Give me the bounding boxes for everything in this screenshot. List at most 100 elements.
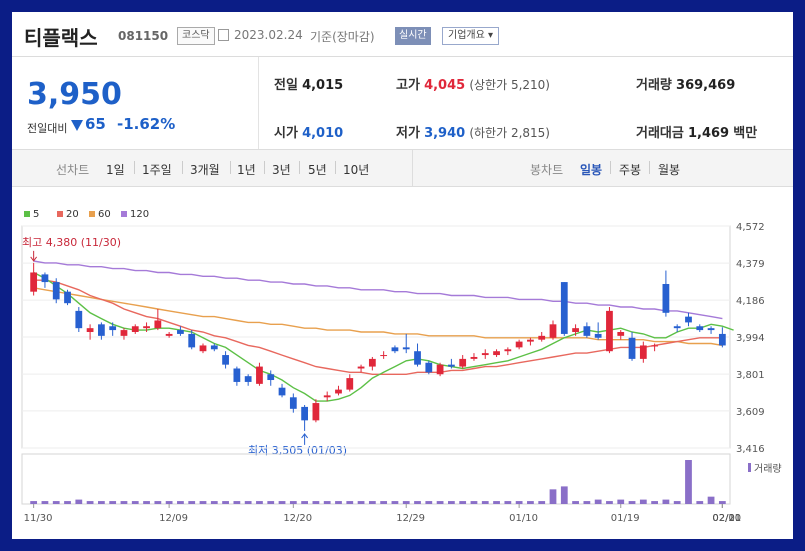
x-tick-label: 12/29: [396, 513, 425, 524]
x-tick-label: 12/20: [283, 513, 312, 524]
stock-widget: 티플랙스 081150 코스닥 2023.02.24 기준(장마감) 실시간 기…: [12, 12, 793, 539]
stock-name[interactable]: 티플랙스: [24, 26, 98, 50]
tab-1d[interactable]: 1일: [106, 163, 125, 177]
volume-bar: [425, 501, 433, 504]
volume-bar: [527, 501, 534, 504]
tab-10y[interactable]: 10년: [343, 163, 370, 177]
volume-bar: [617, 499, 625, 504]
volume-bar: [357, 501, 365, 504]
candle-body: [572, 328, 579, 333]
stock-code: 081150: [118, 29, 169, 43]
candle-body: [662, 283, 670, 313]
candle-body: [515, 341, 523, 348]
candle-body: [414, 351, 421, 365]
candle-body: [606, 310, 613, 352]
candle-body: [131, 326, 139, 333]
volume-bar: [391, 501, 399, 504]
candle-body: [289, 397, 297, 409]
tab-daily[interactable]: 일봉: [580, 163, 603, 177]
ma-line-ma5: [33, 271, 734, 402]
y-tick-label: 4,379: [736, 259, 765, 270]
candle-body: [98, 324, 105, 336]
prev-close-value: 4,015: [302, 78, 344, 93]
volume-bar: [86, 501, 94, 504]
volume-bar: [154, 501, 162, 504]
candle-body: [651, 345, 658, 347]
amount-label: 거래대금: [636, 126, 684, 141]
company-overview-dropdown[interactable]: 기업개요 ▾: [442, 27, 500, 45]
tab-1w[interactable]: 1주일: [142, 163, 172, 177]
x-tick-label: 01/10: [509, 513, 538, 524]
volume-bar: [233, 501, 241, 504]
tab-weekly[interactable]: 주봉: [619, 163, 642, 177]
x-tick-label: 02/21: [712, 513, 741, 524]
chart-tabs: 선차트 1일 1주일 3개월 1년 3년 5년 10년 봉차트 일봉 주봉 월봉: [12, 149, 793, 187]
open-label: 시가: [274, 126, 298, 141]
y-tick-label: 3,801: [736, 370, 765, 381]
candle-body: [312, 403, 320, 421]
candle-body: [75, 310, 83, 329]
volume-bar: [572, 501, 579, 504]
volume-bar: [210, 501, 218, 504]
open-value: 4,010: [302, 126, 344, 141]
volume-bar: [30, 501, 38, 504]
candle-body: [210, 345, 218, 350]
volume-bar: [289, 501, 297, 504]
volume-bar: [685, 460, 692, 504]
candle-body: [538, 335, 546, 340]
volume-bar: [346, 501, 354, 504]
volume-bar: [267, 501, 275, 504]
volume-bar: [651, 501, 658, 504]
tab-3m[interactable]: 3개월: [190, 163, 220, 177]
price-summary: 3,950 전일대비 65 -1.62%: [12, 57, 259, 149]
candle-body: [267, 374, 275, 381]
candle-body: [718, 333, 726, 346]
high-annotation: 최고 4,380 (11/30): [22, 236, 122, 249]
legend-ma60: 60: [89, 209, 111, 220]
ma-line-ma20: [33, 279, 723, 375]
prev-close-label: 전일: [274, 78, 298, 93]
low-arrow-head: [301, 433, 309, 439]
volume-bar: [459, 501, 467, 504]
volume-bar: [165, 501, 173, 504]
volume-bar: [199, 501, 207, 504]
candle-body: [199, 345, 207, 352]
candle-body: [233, 368, 241, 382]
y-tick-label: 4,186: [736, 296, 765, 307]
tab-1y[interactable]: 1년: [237, 163, 256, 177]
stock-header: 티플랙스 081150 코스닥 2023.02.24 기준(장마감) 실시간 기…: [12, 12, 793, 57]
tab-3y[interactable]: 3년: [272, 163, 291, 177]
volume-bar: [143, 501, 150, 504]
candle-body: [30, 272, 38, 292]
candle-body: [177, 330, 184, 334]
volume-bar: [707, 496, 715, 504]
high-value: 4,045: [424, 78, 466, 93]
x-tick-label: 01/19: [611, 513, 640, 524]
candle-body: [244, 376, 252, 382]
volume-bar: [222, 501, 229, 504]
tab-5y[interactable]: 5년: [308, 163, 327, 177]
high-arrow-head: [30, 256, 38, 262]
market-badge: 코스닥: [177, 27, 215, 45]
amount-value: 1,469: [687, 126, 730, 141]
price-change: 65: [85, 115, 106, 133]
volume-bar: [436, 501, 444, 504]
candle-body: [685, 316, 692, 323]
volume-bar: [470, 501, 478, 504]
amount-unit: 백만: [733, 126, 758, 141]
candle-body: [493, 351, 500, 356]
x-tick-label: 02/01: [712, 513, 741, 524]
volume-bar: [177, 501, 184, 504]
tab-monthly[interactable]: 월봉: [658, 163, 681, 177]
candle-body: [154, 320, 162, 329]
volume-bar: [606, 501, 613, 504]
volume-bar: [380, 501, 388, 504]
realtime-button[interactable]: 실시간: [395, 27, 431, 45]
candle-body: [165, 333, 173, 336]
candle-body: [109, 326, 117, 331]
candle-body: [335, 389, 342, 394]
candle-body: [52, 282, 60, 300]
lower-limit: (하한가 2,815): [469, 126, 550, 140]
candle-chart-label: 봉차트: [530, 163, 564, 177]
candle-body: [368, 358, 376, 367]
